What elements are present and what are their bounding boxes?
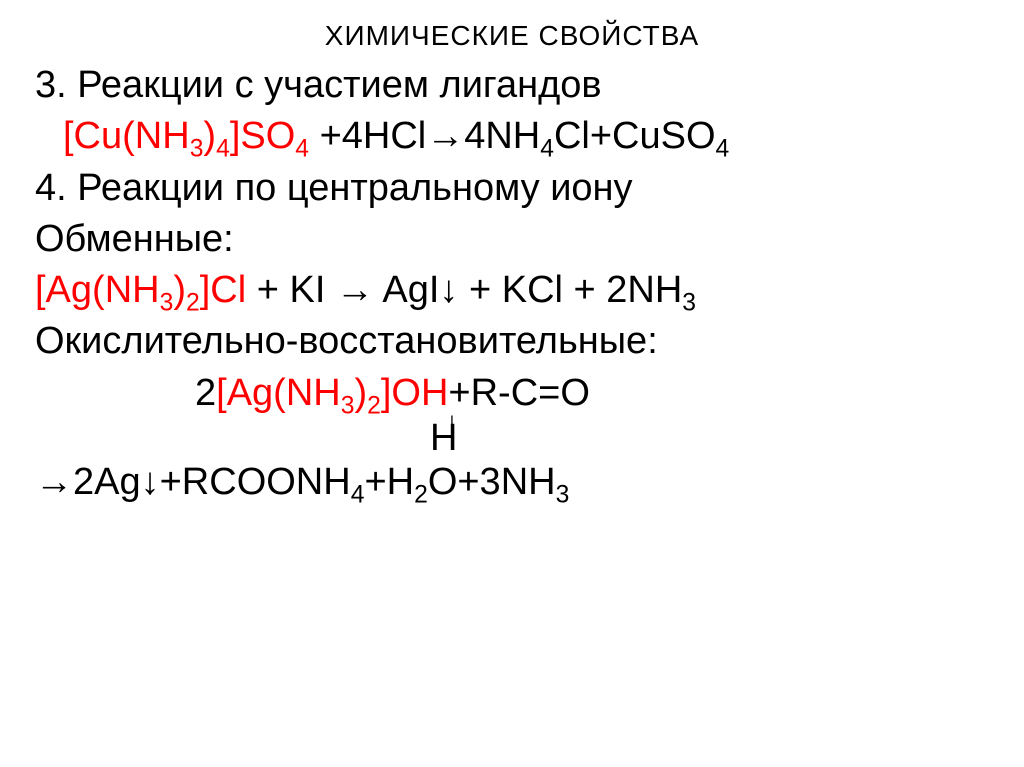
section-3-equation: [Cu(NH3)4]SO4 +4HCl→4NH4Cl+CuSO4 bbox=[35, 111, 989, 162]
section-3-heading: 3. Реакции с участием лигандов bbox=[35, 60, 989, 111]
eq-rest: +4HCl→4NH4Cl+CuSO4 bbox=[320, 115, 730, 157]
redox-equation-2: →2Ag↓+RCOONH4+H2O+3NH3 bbox=[35, 457, 989, 508]
slide-title: ХИМИЧЕСКИЕ СВОЙСТВА bbox=[35, 20, 989, 52]
redox-label: Окислительно-восстановительные: bbox=[35, 316, 989, 367]
redox-equation-1: 2[Ag(NH3)2]OH+R-C=O bbox=[35, 368, 989, 419]
exchange-label: Обменные: bbox=[35, 214, 989, 265]
exchange-rest: + KI → AgI↓ + KCl + 2NH3 bbox=[257, 269, 696, 311]
slide-content: ХИМИЧЕСКИЕ СВОЙСТВА 3. Реакции с участие… bbox=[0, 0, 1024, 528]
redox-h-branch: I H bbox=[35, 419, 989, 457]
bond-line-icon: I bbox=[450, 413, 454, 427]
exchange-equation: [Ag(NH3)2]Cl + KI → AgI↓ + KCl + 2NH3 bbox=[35, 265, 989, 316]
section-4-heading: 4. Реакции по центральному иону bbox=[35, 163, 989, 214]
exchange-complex: [Ag(NH3)2]Cl bbox=[35, 269, 257, 311]
redox-complex: [Ag(NH3)2]OH bbox=[216, 372, 448, 414]
eq-complex: [Cu(NH3)4]SO4 bbox=[63, 115, 320, 157]
